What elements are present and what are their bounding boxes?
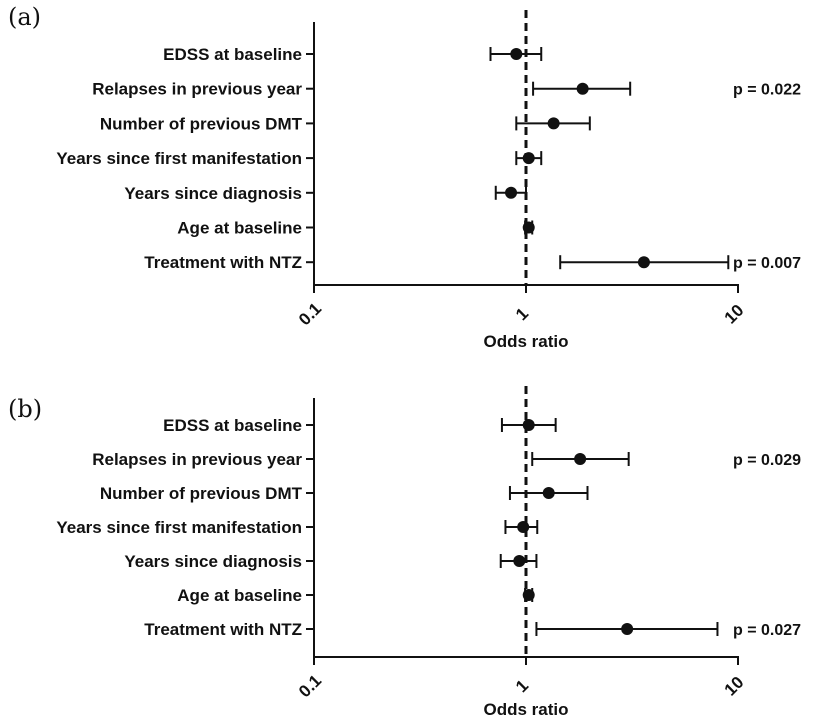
panel-b-x-tick-label: 0.1 [295, 671, 325, 701]
panel-b-p-value: p = 0.027 [733, 622, 801, 639]
panel-b-category-label: Number of previous DMT [100, 484, 303, 503]
panel-b-estimate-point [522, 589, 535, 601]
panel-b-estimate-point [542, 487, 555, 499]
panel-a-p-value: p = 0.022 [733, 82, 801, 99]
panel-a-category-label: Years since first manifestation [56, 149, 302, 168]
panel-b-x-tick-label: 1 [512, 676, 532, 696]
panel-b-x-tick-label: 10 [721, 673, 748, 700]
panel-b-estimate-point [621, 623, 634, 635]
panel-b-x-axis-title: Odds ratio [483, 700, 568, 719]
panel-b-estimate-point [513, 555, 526, 567]
panel-b-p-value: p = 0.029 [733, 452, 801, 469]
panel-b-label: (b) [8, 395, 42, 423]
panel-a-estimate-point [505, 186, 518, 199]
panel-b-category-label: Years since first manifestation [56, 518, 302, 537]
panel-a-category-label: Relapses in previous year [92, 80, 302, 99]
panel-b-estimate-point [574, 453, 587, 465]
panel-b-category-label: Years since diagnosis [124, 552, 302, 571]
panel-a-category-label: EDSS at baseline [163, 45, 302, 64]
panel-a-x-tick-label: 1 [512, 304, 532, 324]
panel-b-estimate-point [522, 419, 535, 431]
panel-a-x-axis-title: Odds ratio [483, 332, 568, 351]
panel-b-category-label: Age at baseline [177, 586, 302, 605]
panel-a-estimate-point [547, 117, 560, 130]
panel-b-category-label: Relapses in previous year [92, 450, 302, 469]
panel-a-estimate-point [576, 82, 589, 95]
panel-a-x-tick-label: 0.1 [295, 299, 325, 329]
panel-a-category-label: Treatment with NTZ [144, 253, 302, 272]
panel-a-p-value: p = 0.007 [733, 255, 801, 272]
panel-b-category-label: EDSS at baseline [163, 416, 302, 435]
panel-a-estimate-point [522, 221, 535, 234]
panel-a-category-label: Number of previous DMT [100, 114, 303, 133]
panel-a-estimate-point [510, 48, 523, 60]
panel-a-x-tick-label: 10 [721, 301, 748, 328]
panel-b-estimate-point [517, 521, 530, 533]
panel-a-label: (a) [8, 3, 41, 31]
panel-a-estimate-point [522, 152, 535, 165]
panel-a-estimate-point [637, 256, 650, 269]
panel-a-category-label: Years since diagnosis [124, 184, 302, 203]
panel-a-category-label: Age at baseline [177, 219, 302, 238]
panel-b-category-label: Treatment with NTZ [144, 620, 302, 639]
